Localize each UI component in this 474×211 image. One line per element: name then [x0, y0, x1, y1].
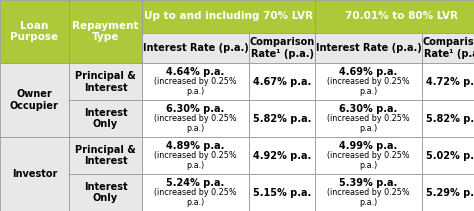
Text: Interest
Only: Interest Only: [83, 108, 128, 130]
Bar: [422, 174, 474, 211]
Text: (increased by 0.25%: (increased by 0.25%: [327, 151, 410, 160]
Text: Loan
Purpose: Loan Purpose: [10, 21, 58, 42]
Bar: [142, 174, 249, 211]
Bar: [422, 100, 474, 137]
Bar: [69, 137, 142, 174]
Bar: [422, 63, 474, 100]
Text: Repayment
Type: Repayment Type: [72, 21, 139, 42]
Text: 5.39% p.a.: 5.39% p.a.: [339, 178, 398, 188]
Text: (increased by 0.25%: (increased by 0.25%: [154, 188, 237, 197]
Bar: [315, 100, 422, 137]
Text: Interest Rate (p.a.): Interest Rate (p.a.): [143, 43, 248, 53]
Text: 4.92% p.a.: 4.92% p.a.: [253, 151, 311, 161]
Text: p.a.): p.a.): [359, 161, 378, 170]
Text: Investor: Investor: [12, 169, 57, 179]
Text: p.a.): p.a.): [186, 161, 205, 170]
Bar: [142, 137, 249, 174]
Text: 6.30% p.a.: 6.30% p.a.: [339, 104, 398, 114]
Bar: [315, 33, 422, 63]
Text: Comparison
Rate¹ (p.a.): Comparison Rate¹ (p.a.): [422, 37, 474, 59]
Text: Comparison
Rate¹ (p.a.): Comparison Rate¹ (p.a.): [249, 37, 315, 59]
Bar: [69, 63, 142, 100]
Text: 4.67% p.a.: 4.67% p.a.: [253, 77, 311, 87]
Text: Up to and including 70% LVR: Up to and including 70% LVR: [144, 11, 313, 21]
Bar: [249, 33, 315, 63]
Text: Interest Rate (p.a.): Interest Rate (p.a.): [316, 43, 421, 53]
Bar: [0, 0, 69, 63]
Bar: [249, 63, 315, 100]
Text: 4.69% p.a.: 4.69% p.a.: [339, 67, 398, 77]
Text: 5.82% p.a.: 5.82% p.a.: [426, 114, 474, 124]
Bar: [142, 33, 249, 63]
Text: 4.72% p.a.: 4.72% p.a.: [426, 77, 474, 87]
Bar: [422, 137, 474, 174]
Bar: [315, 0, 474, 33]
Text: p.a.): p.a.): [186, 124, 205, 133]
Text: (increased by 0.25%: (increased by 0.25%: [327, 188, 410, 197]
Bar: [69, 0, 142, 63]
Bar: [0, 63, 69, 137]
Text: p.a.): p.a.): [186, 87, 205, 96]
Bar: [142, 0, 315, 33]
Text: 70.01% to 80% LVR: 70.01% to 80% LVR: [345, 11, 458, 21]
Text: 4.64% p.a.: 4.64% p.a.: [166, 67, 225, 77]
Bar: [69, 174, 142, 211]
Text: (increased by 0.25%: (increased by 0.25%: [154, 114, 237, 123]
Bar: [315, 63, 422, 100]
Bar: [315, 137, 422, 174]
Text: (increased by 0.25%: (increased by 0.25%: [327, 77, 410, 86]
Text: p.a.): p.a.): [359, 87, 378, 96]
Text: Owner
Occupier: Owner Occupier: [10, 89, 59, 111]
Text: (increased by 0.25%: (increased by 0.25%: [154, 77, 237, 86]
Text: 5.02% p.a.: 5.02% p.a.: [426, 151, 474, 161]
Bar: [422, 33, 474, 63]
Text: p.a.): p.a.): [359, 124, 378, 133]
Bar: [0, 137, 69, 211]
Text: 5.24% p.a.: 5.24% p.a.: [166, 178, 225, 188]
Text: 4.89% p.a.: 4.89% p.a.: [166, 141, 225, 151]
Text: 6.30% p.a.: 6.30% p.a.: [166, 104, 225, 114]
Text: p.a.): p.a.): [359, 198, 378, 207]
Text: Principal &
Interest: Principal & Interest: [75, 71, 136, 93]
Text: Principal &
Interest: Principal & Interest: [75, 145, 136, 166]
Bar: [315, 174, 422, 211]
Text: 5.15% p.a.: 5.15% p.a.: [253, 188, 311, 197]
Text: 5.82% p.a.: 5.82% p.a.: [253, 114, 311, 124]
Text: (increased by 0.25%: (increased by 0.25%: [327, 114, 410, 123]
Bar: [142, 63, 249, 100]
Bar: [69, 100, 142, 137]
Text: 5.29% p.a.: 5.29% p.a.: [426, 188, 474, 197]
Text: (increased by 0.25%: (increased by 0.25%: [154, 151, 237, 160]
Bar: [249, 100, 315, 137]
Bar: [142, 100, 249, 137]
Text: p.a.): p.a.): [186, 198, 205, 207]
Bar: [249, 137, 315, 174]
Text: Interest
Only: Interest Only: [83, 182, 128, 203]
Text: 4.99% p.a.: 4.99% p.a.: [339, 141, 398, 151]
Bar: [249, 174, 315, 211]
